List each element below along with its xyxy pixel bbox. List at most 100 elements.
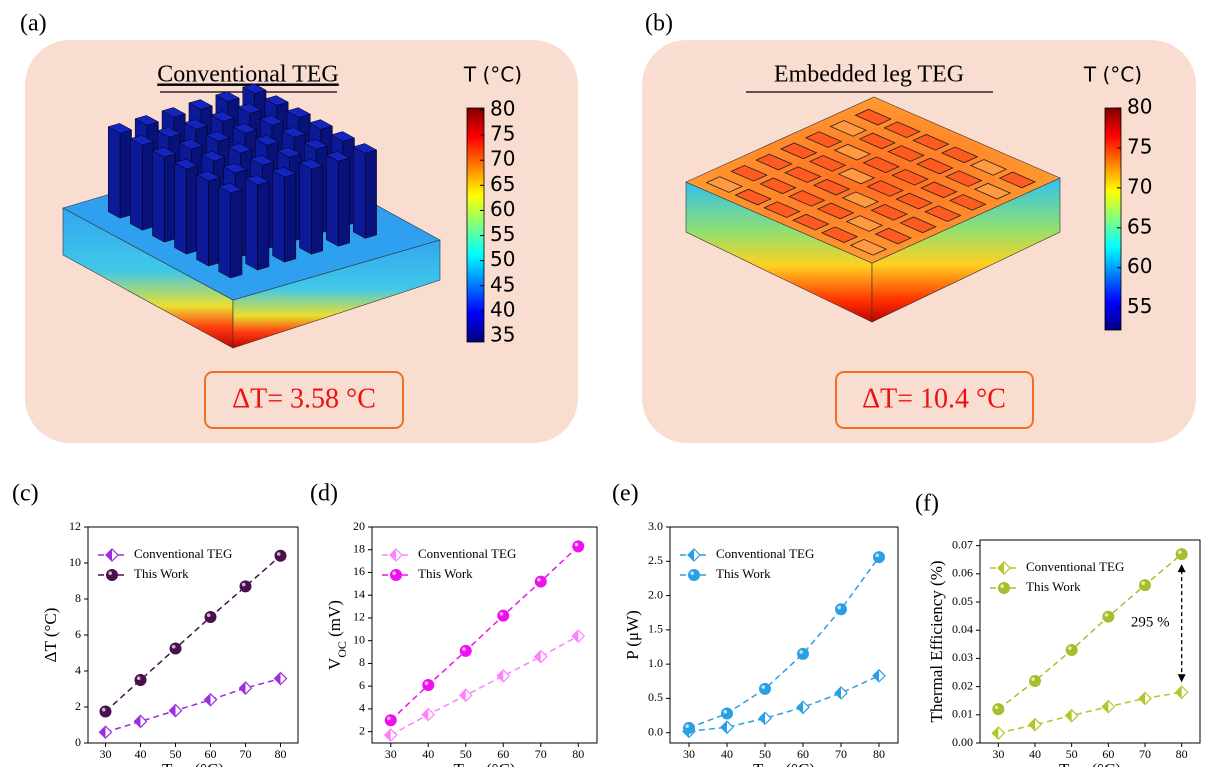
marker-body <box>1176 549 1187 560</box>
marker <box>1103 611 1114 622</box>
marker-body <box>798 648 809 659</box>
colorbar-tick-label: 35 <box>490 322 515 346</box>
marker-fill <box>1102 701 1108 713</box>
marker-body <box>1103 611 1114 622</box>
series-line <box>689 676 879 732</box>
marker <box>874 552 885 563</box>
y-tick-label: 1.5 <box>648 622 663 636</box>
axis-label-part: (°C) <box>190 760 224 767</box>
marker-shine <box>137 676 141 680</box>
marker-body <box>391 570 402 581</box>
marker-shine <box>1031 677 1035 681</box>
colorbar-tick-label: 50 <box>490 247 515 271</box>
marker-fill <box>135 715 141 727</box>
y-tick-label: 4 <box>75 663 81 677</box>
marker <box>390 549 402 561</box>
marker <box>993 704 1004 715</box>
marker-fill <box>240 682 246 694</box>
axis-label-part: ΔT (°C) <box>41 608 60 663</box>
marker <box>1139 692 1151 704</box>
marker-fill <box>460 689 466 701</box>
x-tick-label: 60 <box>797 747 809 761</box>
leg-face <box>365 150 376 238</box>
y-tick-label: 0.03 <box>952 650 973 664</box>
x-tick-label: 30 <box>992 747 1004 761</box>
legend-label: Conventional TEG <box>134 546 232 561</box>
x-tick-label: 30 <box>385 747 397 761</box>
leg-face <box>299 163 311 254</box>
panel-label: (d) <box>310 481 338 507</box>
marker <box>722 708 733 719</box>
y-tick-label: 4 <box>359 701 365 715</box>
marker-shine <box>108 571 112 575</box>
marker-body <box>1030 675 1041 686</box>
marker <box>385 729 397 741</box>
marker <box>684 722 695 733</box>
marker <box>798 648 809 659</box>
colorbar-tick-label: 65 <box>490 172 515 196</box>
panel-label: (e) <box>612 481 639 507</box>
leg-face <box>273 171 285 262</box>
marker <box>391 570 402 581</box>
axis-label-part: T <box>1059 760 1070 767</box>
y-tick-label: 0.04 <box>952 622 973 636</box>
marker <box>1140 580 1151 591</box>
marker <box>760 683 771 694</box>
y-tick-label: 0.02 <box>952 678 973 692</box>
colorbar-tick-label: 40 <box>490 297 515 321</box>
marker-body <box>460 645 471 656</box>
marker-shine <box>837 606 841 610</box>
axis-label-subscript: OC <box>335 641 349 658</box>
y-tick-label: 12 <box>353 610 365 624</box>
marker-fill <box>100 726 106 738</box>
marker-body <box>100 706 111 717</box>
axis-label: THot (°C) <box>162 760 224 767</box>
colorbar-tick-label: 70 <box>490 147 515 171</box>
marker-body <box>170 643 181 654</box>
colorbar-tick-label: 75 <box>490 122 515 146</box>
y-tick-label: 0 <box>75 735 81 749</box>
y-tick-label: 12 <box>69 519 81 533</box>
axis-label: THot (°C) <box>753 760 815 767</box>
marker-body <box>573 541 584 552</box>
marker <box>797 701 809 713</box>
series-line <box>391 636 579 735</box>
x-tick-label: 70 <box>835 747 847 761</box>
marker <box>572 630 584 642</box>
y-tick-label: 2.0 <box>648 587 663 601</box>
axis-label-part: T <box>753 760 764 767</box>
marker-fill <box>390 549 396 561</box>
marker-shine <box>723 710 727 714</box>
x-tick-label: 50 <box>460 747 472 761</box>
marker <box>759 712 771 724</box>
marker <box>573 541 584 552</box>
annotation: ΔT= 3.58 °C <box>232 383 376 414</box>
y-tick-label: 14 <box>353 587 365 601</box>
marker <box>422 709 434 721</box>
x-tick-label: 60 <box>205 747 217 761</box>
marker <box>275 673 287 685</box>
marker-fill <box>275 673 281 685</box>
series-line <box>106 679 281 733</box>
marker <box>999 583 1010 594</box>
marker <box>535 576 546 587</box>
axis-label: ΔT (°C) <box>41 608 60 663</box>
annotation: 295 % <box>1131 615 1170 631</box>
marker-shine <box>799 650 803 654</box>
marker <box>100 726 112 738</box>
leg-face <box>164 154 175 242</box>
legend-label: Conventional TEG <box>716 546 814 561</box>
marker <box>170 643 181 654</box>
marker-shine <box>1068 646 1072 650</box>
marker-fill <box>998 562 1004 574</box>
marker-shine <box>207 613 211 617</box>
colorbar-label: T (°C) <box>463 63 522 87</box>
marker-shine <box>537 578 541 582</box>
axis-label-part: T <box>162 760 173 767</box>
marker-shine <box>575 543 579 547</box>
y-tick-label: 10 <box>69 555 81 569</box>
marker-body <box>874 552 885 563</box>
y-tick-label: 0.00 <box>952 735 973 749</box>
leg-face <box>152 151 164 242</box>
y-tick-label: 1.0 <box>648 656 663 670</box>
